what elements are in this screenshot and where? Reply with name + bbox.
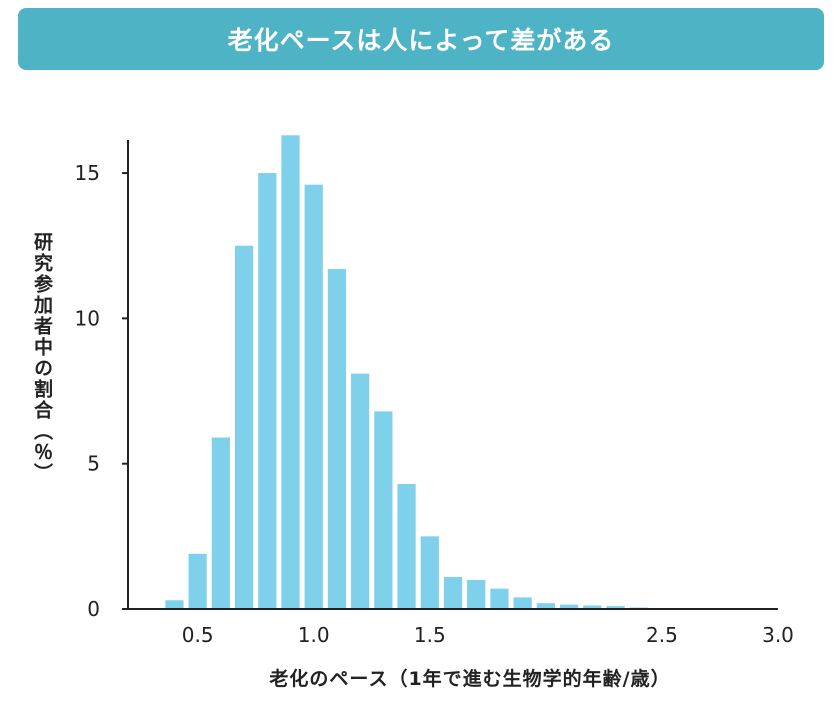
histogram-bar: [188, 553, 207, 609]
y-tick-label: 5: [87, 452, 100, 476]
x-tick-label: 0.5: [182, 623, 214, 647]
y-axis-label: 研究参加者中の割合（％）: [31, 232, 53, 484]
histogram-bar: [606, 606, 625, 609]
histogram-bar: [583, 605, 602, 609]
histogram-bar: [165, 600, 184, 609]
histogram-bar: [374, 411, 393, 609]
bars-group: [165, 135, 648, 609]
histogram-bar: [327, 268, 347, 609]
y-tick-label: 15: [75, 161, 100, 185]
histogram-bar: [351, 373, 370, 609]
x-tick-label: 1.0: [298, 623, 330, 647]
histogram-bar: [258, 173, 277, 609]
x-tick-label: 3.0: [762, 623, 794, 647]
histogram-bar: [234, 245, 254, 609]
x-ticks-group: 0.5 1.0 1.5 2.5 3.0: [182, 623, 794, 647]
histogram-bar: [443, 577, 463, 609]
histogram-bar: [513, 597, 532, 609]
chart-title-banner: 老化ペースは人によって差がある: [18, 8, 824, 70]
histogram-bar: [536, 603, 555, 609]
histogram-bar: [281, 135, 300, 609]
histogram-bar: [490, 588, 509, 609]
histogram-bar: [211, 437, 230, 609]
y-tick-label: 10: [75, 306, 100, 330]
y-ticks-group: 0 5 10 15: [75, 161, 128, 621]
histogram-bar: [420, 536, 439, 609]
histogram-bar: [467, 579, 486, 609]
histogram-bar: [304, 184, 323, 609]
y-tick-label: 0: [87, 597, 100, 621]
x-axis-label: 老化のペース（1年で進む生物学的年齢/歳）: [269, 668, 671, 690]
chart-title: 老化ペースは人によって差がある: [227, 26, 615, 55]
x-tick-label: 1.5: [414, 623, 446, 647]
x-tick-label: 2.5: [646, 623, 678, 647]
histogram-bar: [397, 484, 416, 609]
histogram-bar: [559, 604, 579, 609]
